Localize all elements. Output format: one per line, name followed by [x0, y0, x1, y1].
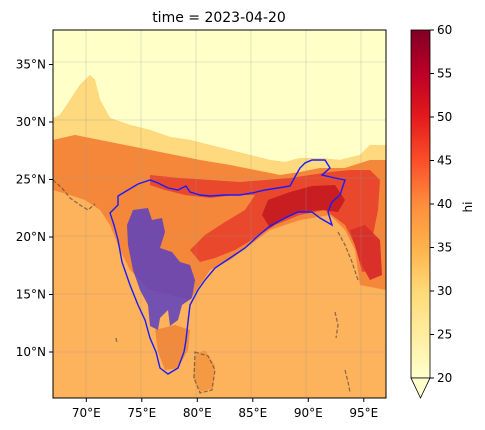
plot-title: time = 2023-04-20: [152, 10, 286, 26]
lat-tick-label: 15°N: [16, 288, 46, 302]
lon-tick-label: 75°E: [127, 406, 156, 420]
heat-field-hot-coast: [350, 225, 382, 280]
colorbar-tick-label: 50: [437, 110, 452, 124]
colorbar-tick-label: 60: [437, 23, 452, 37]
gridlines: [53, 30, 386, 398]
heat-field-cool-band: [53, 75, 386, 175]
lon-tick-label: 95°E: [349, 406, 378, 420]
lat-tick-label: 10°N: [16, 345, 46, 359]
region-boundary: [109, 159, 346, 375]
lat-tick-label: 20°N: [16, 230, 46, 244]
map-frame: [52, 29, 387, 399]
heat-field-srilanka: [193, 350, 215, 392]
longitude-axis: 70°E 75°E 80°E 85°E 90°E 95°E: [72, 398, 378, 420]
heat-index-map: [53, 30, 386, 398]
colorbar-tick-label: 30: [437, 284, 452, 298]
colorbar: 20 25 30 35 40 45 50 55 60 hi: [410, 23, 475, 399]
colorbar-extend-min: [410, 377, 431, 399]
lon-tick-label: 85°E: [238, 406, 267, 420]
colorbar-ticks: 20 25 30 35 40 45 50 55 60: [430, 23, 452, 385]
latitude-axis: 10°N 15°N 20°N 25°N 30°N 35°N: [16, 58, 53, 359]
colorbar-tick-label: 35: [437, 241, 452, 255]
heat-field-very-hot: [262, 185, 345, 228]
colorbar-label: hi: [461, 202, 475, 213]
colorbar-tick-label: 20: [437, 371, 452, 385]
colorbar-tick-label: 40: [437, 197, 452, 211]
colorbar-tick-label: 25: [437, 328, 452, 342]
colorbar-gradient: [410, 29, 431, 379]
colorbar-tick-label: 55: [437, 67, 452, 81]
lon-tick-label: 90°E: [294, 406, 323, 420]
lon-tick-label: 80°E: [183, 406, 212, 420]
lat-tick-label: 35°N: [16, 58, 46, 72]
highlight-region: [127, 208, 195, 330]
colorbar-tick-label: 45: [437, 154, 452, 168]
heat-field-cold-north: [53, 30, 386, 162]
lon-tick-label: 70°E: [72, 406, 101, 420]
lat-tick-label: 25°N: [16, 173, 46, 187]
lat-tick-label: 30°N: [16, 115, 46, 129]
coastlines: [53, 179, 359, 394]
